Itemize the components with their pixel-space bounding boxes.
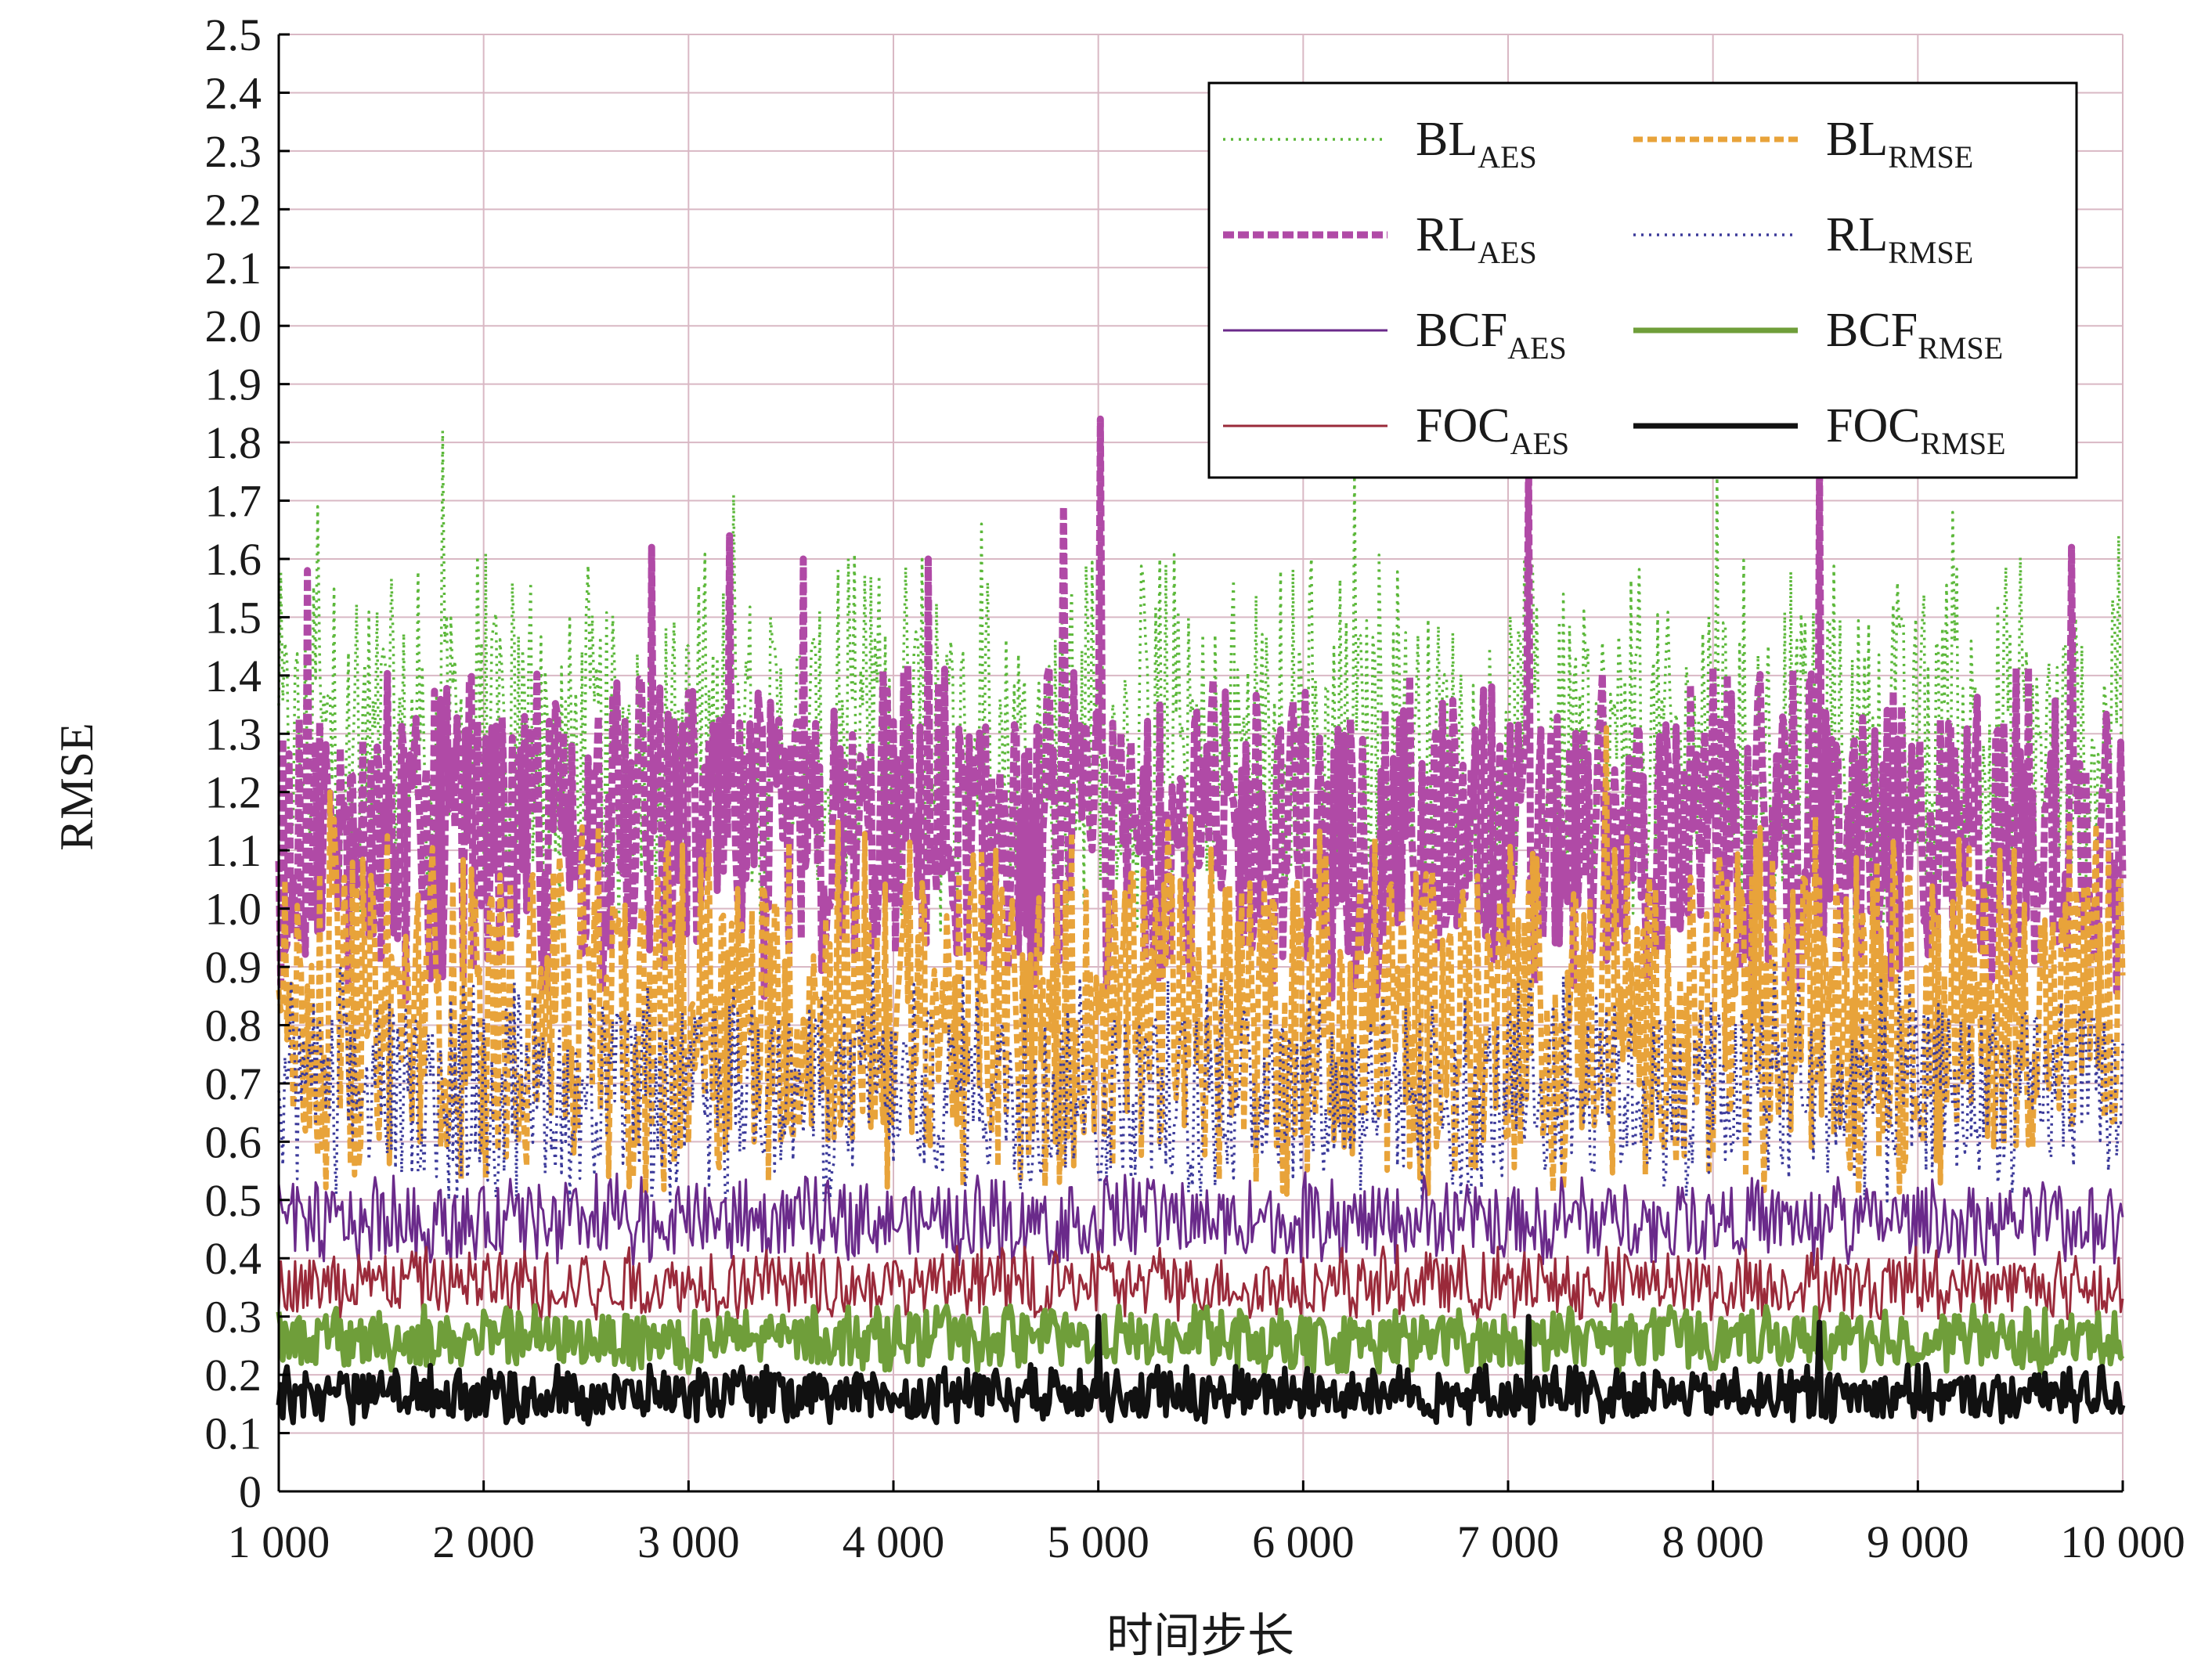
y-tick-label: 1.6 [205,534,262,585]
y-tick-label: 0.4 [205,1233,262,1284]
x-tick-label: 3 000 [637,1516,740,1567]
legend-entry-label: RLAES [1416,208,1537,270]
y-tick-label: 1.4 [205,651,262,701]
legend-entry-label: FOCRMSE [1826,399,2006,461]
legend-entry-subscript: RMSE [1888,235,1973,270]
x-tick-label: 4 000 [843,1516,945,1567]
x-tick-label: 7 000 [1457,1516,1560,1567]
y-tick-label: 1.9 [205,359,262,410]
y-tick-label: 0.1 [205,1408,262,1459]
y-tick-label: 1.8 [205,417,262,468]
y-axis-label: RMSE [51,723,103,850]
y-tick-label: 0.2 [205,1350,262,1401]
legend-entry-label: BCFRMSE [1826,304,2003,366]
y-tick-label: 0.7 [205,1058,262,1109]
series-layer [275,415,2127,1427]
y-tick-label: 2.0 [205,301,262,352]
legend-entry-name: RL [1416,208,1478,261]
legend-entry-label: RLRMSE [1826,208,1973,270]
legend-entry-name: BL [1826,113,1888,166]
y-tick-label: 1.0 [205,884,262,935]
y-tick-label: 1.3 [205,709,262,759]
y-tick-label: 1.1 [205,825,262,876]
series-line-foc-aes [277,1244,2124,1322]
y-tick-label: 2.3 [205,126,262,177]
legend-entry-name: BCF [1416,304,1507,357]
legend-box [1207,81,2078,479]
legend-entry-subscript: AES [1478,139,1537,175]
axes-layer [277,34,2123,1493]
legend-entry-label: BLAES [1416,113,1537,175]
x-tick-label: 2 000 [432,1516,535,1567]
legend-entry-name: FOC [1826,399,1921,453]
x-tick-label: 9 000 [1867,1516,1969,1567]
legend-entry-name: BCF [1826,304,1918,357]
legend-entry-subscript: AES [1510,426,1570,461]
x-axis-label: 时间步长 [1106,1610,1294,1662]
x-tick-label: 1 000 [228,1516,330,1567]
ticks-layer: 0 0.1 0.2 0.3 0.4 0.5 0.6 0.7 0.8 0.9 1.0 1.1 1.2 1.3… [205,9,2185,1567]
legend-entry-subscript: AES [1507,330,1567,366]
legend-entry-subscript: RMSE [1918,330,2003,366]
x-tick-label: 5 000 [1047,1516,1149,1567]
y-tick-label: 1.5 [205,592,262,643]
series-line-foc-rmse [276,1314,2126,1427]
legend-entry-label: BCFAES [1416,304,1567,366]
y-tick-label: 0.6 [205,1116,262,1167]
series-line-bl-rmse [276,725,2126,1197]
y-tick-label: 0.8 [205,1000,262,1051]
x-tick-label: 6 000 [1252,1516,1355,1567]
y-tick-label: 0 [239,1466,262,1517]
y-tick-label: 0.9 [205,942,262,993]
legend-entry-name: FOC [1416,399,1510,453]
legend-entry-subscript: RMSE [1921,426,2006,461]
legend-entry-label: FOCAES [1416,399,1569,461]
y-tick-label: 0.5 [205,1175,262,1226]
legend-entry-name: BL [1416,113,1478,166]
legend-entry-subscript: AES [1478,235,1537,270]
series-line-bcf-rmse [276,1302,2125,1376]
series-line-bcf-aes [277,1171,2124,1267]
y-tick-label: 0.3 [205,1292,262,1343]
legend-entry-name: RL [1826,208,1888,261]
y-tick-label: 1.7 [205,476,262,527]
x-tick-label: 8 000 [1662,1516,1764,1567]
legend-entry-label: BLRMSE [1826,113,1973,175]
y-tick-label: 1.2 [205,767,262,818]
y-tick-label: 2.2 [205,184,262,235]
x-tick-label: 10 000 [2060,1516,2185,1567]
y-tick-label: 2.5 [205,9,262,60]
legend-entry-subscript: RMSE [1888,139,1973,175]
y-tick-label: 2.4 [205,67,262,118]
y-tick-label: 2.1 [205,243,262,294]
series-line-rl-aes [275,415,2127,1005]
